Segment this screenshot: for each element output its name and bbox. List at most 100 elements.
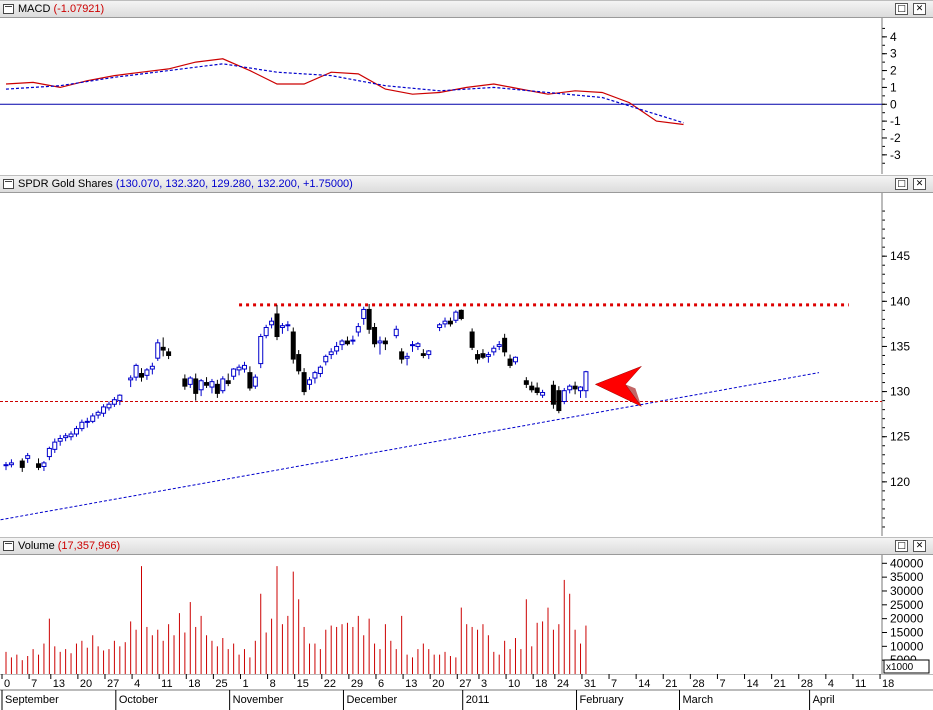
month-tick-label: February — [580, 694, 625, 706]
candle-body — [155, 342, 161, 359]
day-tick-label: 18 — [188, 678, 200, 690]
volume-unit-box — [883, 659, 930, 674]
candle-body — [361, 308, 367, 319]
day-tick-label: 7 — [719, 678, 725, 690]
close-button[interactable]: ✕ — [913, 540, 926, 552]
candle-body — [529, 385, 535, 391]
candle-body — [128, 377, 134, 381]
macd-tick-label: -3 — [890, 148, 901, 162]
candle-body — [393, 328, 399, 337]
candle-body — [106, 403, 112, 409]
candle-body — [204, 382, 210, 386]
day-tick-label: 0 — [4, 678, 10, 690]
volume-chart: 400003500030000250002000015000100005000x… — [5, 555, 930, 674]
candle-body — [236, 366, 242, 371]
day-tick-label: 10 — [508, 678, 520, 690]
maximize-button[interactable]: □ — [895, 540, 908, 552]
candle-body — [323, 355, 329, 363]
macd-tick-label: 1 — [890, 80, 897, 94]
day-tick-label: 4 — [828, 678, 834, 690]
candle-body — [269, 320, 275, 326]
candle-body — [583, 371, 589, 392]
candle-body — [572, 385, 578, 390]
candle-body — [491, 347, 497, 353]
month-tick-label: September — [5, 694, 59, 706]
volume-titlebar: Volume (17,357,966) □ ✕ — [0, 537, 933, 555]
candle-body — [442, 320, 448, 325]
day-tick-label: 14 — [747, 678, 759, 690]
panel-menu-icon[interactable] — [3, 541, 14, 551]
candle-body — [339, 340, 345, 346]
macd-tick-label: 2 — [890, 64, 897, 78]
volume-tick-label: 40000 — [890, 556, 924, 570]
volume-tick-label: 35000 — [890, 570, 924, 584]
candle-body — [415, 343, 421, 347]
price-tick-label: 130 — [890, 385, 910, 399]
candle-body — [561, 390, 567, 403]
candle-body — [263, 326, 269, 337]
month-tick-label: April — [813, 694, 835, 706]
candle-body — [149, 365, 155, 370]
maximize-button[interactable]: □ — [895, 3, 908, 15]
day-tick-label: 29 — [351, 678, 363, 690]
candle-body — [550, 384, 556, 405]
macd-tick-label: 3 — [890, 47, 897, 61]
panel-menu-icon[interactable] — [3, 179, 14, 189]
volume-unit-label: x1000 — [886, 662, 914, 673]
panel-menu-icon[interactable] — [3, 4, 14, 14]
candle-body — [68, 433, 74, 438]
candle-body — [187, 377, 193, 385]
candle-body — [437, 324, 443, 328]
candle-body — [404, 355, 410, 359]
macd-value: (-1.07921) — [53, 3, 105, 15]
volume-panel: Volume (17,357,966) □ ✕ 40000 35000 30000 2… — [0, 537, 933, 674]
candle-body — [133, 364, 139, 378]
candle-body — [426, 350, 432, 356]
candle-body — [458, 309, 464, 319]
candle-body — [285, 324, 291, 327]
candle-body — [480, 353, 486, 358]
volume-title-label: Volume — [18, 540, 55, 552]
candle-body — [453, 311, 459, 321]
macd-tick-label: 0 — [890, 97, 897, 111]
candle-body — [225, 380, 231, 384]
candle-body — [139, 373, 144, 378]
candle-body — [475, 354, 481, 360]
volume-tick-label: 15000 — [890, 625, 924, 639]
month-tick-label: December — [346, 694, 397, 706]
candle-body — [182, 378, 188, 387]
maximize-button[interactable]: □ — [895, 178, 908, 190]
month-tick-label: November — [233, 694, 284, 706]
candle-body — [274, 313, 280, 338]
day-tick-label: 7 — [31, 678, 37, 690]
close-button[interactable]: ✕ — [913, 178, 926, 190]
candle-body — [382, 340, 388, 345]
macd-title-label: MACD — [18, 3, 51, 15]
price-tick-label: 140 — [890, 294, 910, 308]
candle-body — [252, 376, 258, 387]
macd-line — [5, 58, 684, 126]
candle-body — [350, 339, 356, 342]
candle-body — [578, 386, 584, 392]
volume-tick-label: 25000 — [890, 598, 924, 612]
day-tick-label: 18 — [882, 678, 894, 690]
day-tick-label: 1 — [242, 678, 248, 690]
candle-body — [334, 345, 340, 352]
day-tick-label: 28 — [801, 678, 813, 690]
day-tick-label: 21 — [774, 678, 786, 690]
price-tick-label: 135 — [890, 339, 910, 353]
candle-body — [117, 394, 123, 402]
day-tick-label: 27 — [107, 678, 119, 690]
candle-body — [46, 447, 52, 458]
candle-body — [290, 331, 296, 360]
candle-body — [231, 368, 237, 377]
candle-body — [84, 420, 90, 423]
macd-chart: 4 3 2 1 0 -1 -2 -3 — [0, 18, 901, 174]
close-button[interactable]: ✕ — [913, 3, 926, 15]
candle-body — [301, 372, 307, 393]
day-tick-label: 18 — [535, 678, 547, 690]
macd-tick-label: -1 — [890, 114, 901, 128]
day-tick-label: 6 — [378, 678, 384, 690]
macd-panel: MACD (-1.07921) □ ✕ 4 3 2 1 0 -1 -2 -3 — [0, 0, 933, 174]
macd-tick-label: 4 — [890, 30, 897, 44]
